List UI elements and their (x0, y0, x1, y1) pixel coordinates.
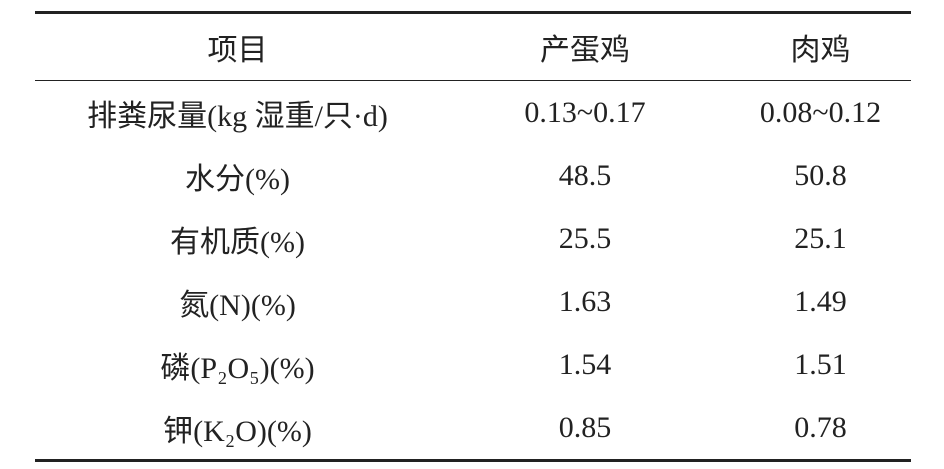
table-cell: 48.5 (558, 158, 612, 192)
row-label: 水分(%) (185, 162, 290, 196)
table-cell: 25.1 (794, 221, 847, 255)
table-row: 钾(K₂O)(%) 0.85 0.78 (35, 396, 911, 461)
header-cell: 产蛋鸡 (440, 12, 730, 81)
row-label: 钾(K₂O)(%) (163, 414, 312, 448)
table-row: 排粪尿量(kg 湿重/只·d) 0.13~0.17 0.08~0.12 (35, 81, 911, 145)
row-label: 磷(P₂O₅)(%) (160, 351, 315, 385)
header-cell: 项目 (35, 12, 440, 81)
row-label: 有机质(%) (170, 225, 305, 259)
table-row: 水分(%) 48.5 50.8 (35, 144, 911, 207)
table-cell: 1.54 (558, 347, 612, 381)
table-cell: 50.8 (794, 158, 847, 192)
table-cell: 1.49 (794, 284, 847, 318)
header-cell: 肉鸡 (730, 12, 911, 81)
table-body: 排粪尿量(kg 湿重/只·d) 0.13~0.17 0.08~0.12 水分(%) 48… (35, 81, 911, 461)
table-cell: 1.63 (558, 284, 612, 318)
table-cell: 0.78 (794, 410, 847, 444)
table-header: 项目 产蛋鸡 肉鸡 (35, 12, 911, 81)
table-row: 氮(N)(%) 1.63 1.49 (35, 270, 911, 333)
table-cell: 0.85 (558, 410, 612, 444)
table-row: 磷(P₂O₅)(%) 1.54 1.51 (35, 333, 911, 396)
table-row: 有机质(%) 25.5 25.1 (35, 207, 911, 270)
table-cell: 1.51 (794, 347, 847, 381)
data-table: 项目 产蛋鸡 肉鸡 排粪尿量(kg 湿重/只·d) 0.13~0.17 0.08~0.1… (35, 11, 911, 462)
row-label: 排粪尿量(kg 湿重/只·d) (87, 99, 388, 133)
header-row: 项目 产蛋鸡 肉鸡 (35, 12, 911, 81)
table-cell: 0.13~0.17 (524, 95, 646, 129)
row-label: 氮(N)(%) (179, 288, 296, 322)
table-cell: 25.5 (558, 221, 612, 255)
table-cell: 0.08~0.12 (759, 95, 882, 129)
